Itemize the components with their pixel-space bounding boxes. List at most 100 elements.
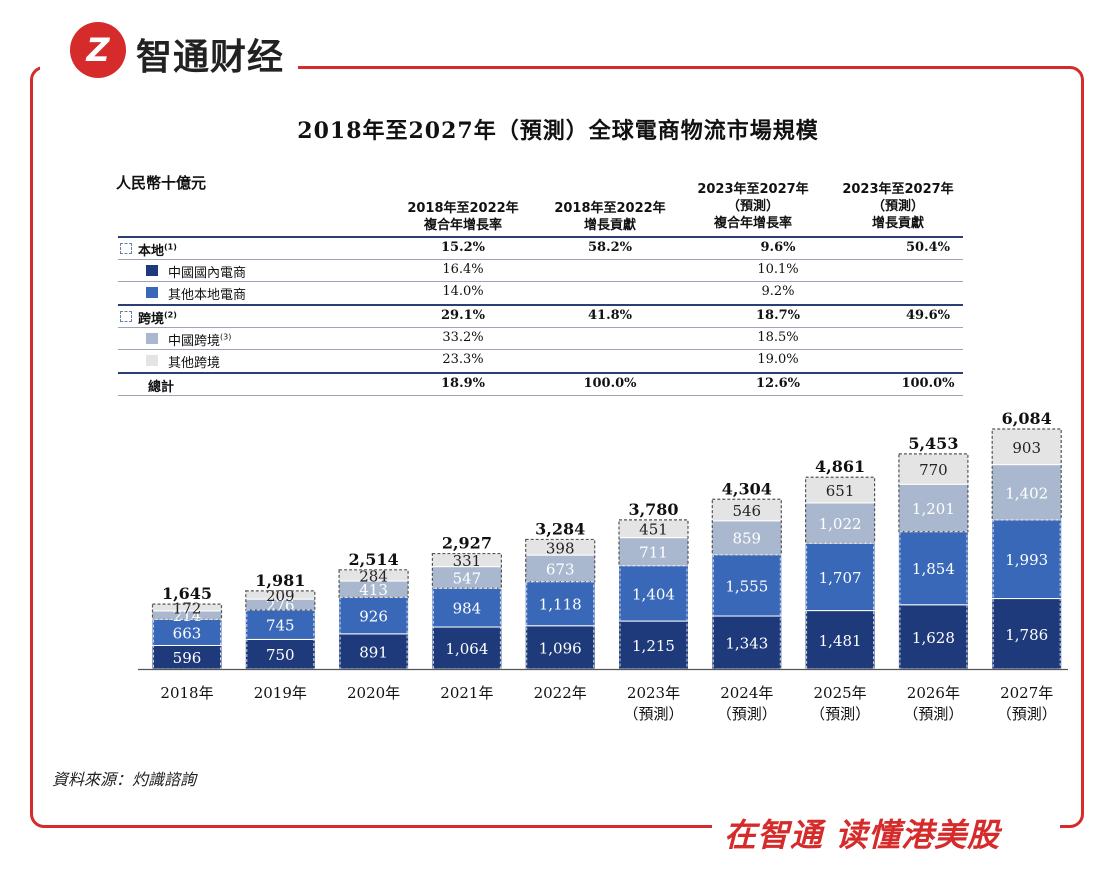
bar-segment — [804, 476, 876, 504]
bar-segment — [244, 609, 316, 640]
table-row: 跨境(2) 29.1% 41.8% 18.7% 49.6% — [118, 304, 963, 327]
chart-title: 2018年至2027年（預測）全球電商物流市場規模 — [297, 118, 819, 144]
total-label: 3,780 — [628, 500, 678, 519]
cross-border-outline — [245, 590, 316, 611]
total-label: 6,084 — [1002, 409, 1052, 428]
cross-border-outline — [151, 603, 223, 620]
local-outline — [712, 554, 781, 670]
data-label: 1,628 — [912, 629, 955, 647]
data-label: 926 — [359, 608, 388, 626]
x-tick-label: 2021年 — [440, 684, 493, 702]
bar-segment — [711, 498, 783, 522]
data-label: 214 — [173, 607, 202, 625]
total-label: 3,284 — [535, 519, 585, 538]
unit-label: 人民幣十億元 — [116, 174, 207, 192]
row-value: 19.0% — [757, 352, 799, 368]
data-label: 1,481 — [819, 632, 862, 650]
bar-segment — [991, 464, 1063, 521]
row-label: 總計 — [148, 380, 175, 396]
bar-segment — [897, 483, 969, 533]
source-note: 資料來源：灼識諮詢 — [52, 770, 197, 789]
data-label: 1,096 — [539, 639, 582, 657]
data-label: 903 — [1012, 439, 1041, 457]
row-label: 中國跨境(3) — [168, 332, 232, 349]
x-tick-sublabel: （預測） — [623, 705, 683, 723]
col-header-4-line-3: 增長貢獻 — [871, 216, 924, 231]
bar-segment — [151, 618, 223, 646]
row-footnote: (3) — [220, 332, 232, 342]
x-tick-label: 2024年 — [720, 684, 773, 702]
local-outline — [246, 609, 315, 670]
data-label: 1,786 — [1005, 626, 1048, 644]
row-value: 49.6% — [905, 308, 950, 324]
bar-segment — [711, 615, 783, 670]
data-label: 663 — [173, 624, 202, 642]
frame-gap-right — [712, 808, 1060, 852]
growth-table: 本地(1) 15.2% 58.2% 9.6% 50.4% 中國國內電商 16.4% 10.1%… — [118, 236, 963, 396]
x-tick-label: 2022年 — [534, 684, 587, 702]
x-tick-label: 2019年 — [254, 684, 307, 702]
stacked-bar-chart: 5966632141721,6452018年7507452762091,9812… — [138, 409, 1068, 723]
data-label: 1,707 — [819, 569, 862, 587]
x-tick-sublabel: （預測） — [997, 705, 1057, 723]
table-row: 本地(1) 15.2% 58.2% 9.6% 50.4% — [118, 236, 963, 259]
data-label: 1,064 — [445, 640, 488, 658]
data-label: 1,402 — [1005, 484, 1048, 502]
table-row: 其他本地電商 14.0% 9.2% — [118, 281, 963, 304]
table-row: 總計 18.9% 100.0% 12.6% 100.0% — [118, 372, 963, 395]
bar-segment — [711, 554, 783, 617]
col-header-2-line-2: 增長貢獻 — [583, 218, 636, 233]
data-label: 596 — [173, 649, 202, 667]
row-value: 9.2% — [761, 284, 795, 300]
data-label: 984 — [453, 600, 482, 618]
col-header-2-line-1: 2018年至2022年 — [554, 201, 666, 216]
x-tick-label: 2018年 — [160, 684, 213, 702]
data-label: 1,854 — [912, 560, 955, 578]
row-value: 14.0% — [442, 284, 484, 300]
row-value: 50.4% — [905, 240, 950, 255]
brand-slogan: 在智通 读懂港美股 — [724, 816, 1001, 854]
bar-segment — [711, 520, 783, 556]
page-frame — [30, 66, 1084, 828]
data-label: 546 — [732, 502, 761, 520]
total-label: 4,861 — [815, 457, 865, 476]
total-label: 2,927 — [442, 534, 492, 553]
x-tick-label: 2026年 — [907, 684, 960, 702]
row-value: 10.1% — [757, 261, 799, 277]
data-label: 1,993 — [1005, 551, 1048, 569]
data-label: 1,404 — [632, 585, 675, 603]
legend-swatch — [146, 287, 158, 299]
cross-border-outline — [898, 453, 969, 533]
cross-border-outline — [804, 476, 876, 544]
table-row: 中國國內電商 16.4% 10.1% — [118, 258, 963, 282]
data-label: 1,201 — [912, 500, 955, 518]
bar-segment — [804, 610, 876, 670]
bar-segment — [897, 604, 969, 670]
legend-swatch — [146, 264, 158, 276]
bar-segment — [991, 428, 1063, 466]
data-label: 1,118 — [539, 596, 582, 614]
data-label: 673 — [546, 560, 575, 578]
col-header-3-line-3: 複合年增長率 — [713, 216, 792, 231]
data-label: 859 — [732, 530, 761, 548]
bar-segment — [524, 581, 596, 627]
total-label: 4,304 — [722, 479, 772, 498]
col-header-1-line-2: 複合年增長率 — [423, 218, 502, 233]
data-label: 651 — [826, 482, 855, 500]
data-label: 711 — [639, 544, 668, 562]
data-label: 1,555 — [725, 577, 768, 595]
cross-border-outline — [525, 538, 596, 583]
table-bottom-rule — [118, 394, 963, 396]
col-header-1: 2018年至2022年 複合年增長率 — [388, 200, 538, 234]
col-header-4-line-1: 2023年至2027年 — [842, 182, 954, 197]
x-tick-label: 2027年 — [1000, 684, 1053, 702]
row-value: 18.9% — [440, 376, 485, 392]
x-tick-label: 2025年 — [814, 684, 867, 702]
data-label: 209 — [266, 587, 295, 605]
row-label: 其他本地電商 — [168, 288, 247, 304]
legend-swatch — [146, 332, 158, 344]
bar-segment — [618, 565, 689, 622]
row-footnote: (1) — [164, 242, 177, 252]
data-label: 284 — [359, 567, 388, 585]
data-label: 750 — [266, 646, 295, 664]
